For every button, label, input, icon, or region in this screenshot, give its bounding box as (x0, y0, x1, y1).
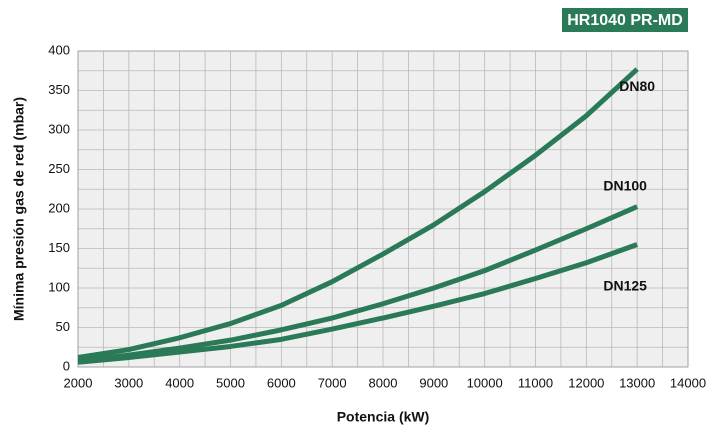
series-label: DN80 (619, 78, 655, 94)
x-tick-label: 7000 (318, 375, 347, 390)
y-tick-label: 50 (56, 319, 70, 334)
y-tick-label: 200 (48, 200, 70, 215)
y-axis-label: Mínima presión gas de red (mbar) (11, 97, 27, 321)
y-tick-label: 300 (48, 121, 70, 136)
y-tick-label: 150 (48, 240, 70, 255)
x-tick-label: 14000 (670, 375, 706, 390)
plot-border (77, 50, 689, 368)
x-tick-label: 13000 (619, 375, 655, 390)
y-tick-label: 250 (48, 161, 70, 176)
x-tick-label: 4000 (165, 375, 194, 390)
x-tick-label: 5000 (216, 375, 245, 390)
series-line (77, 242, 639, 365)
x-tick-label: 2000 (64, 375, 93, 390)
x-tick-label: 11000 (518, 375, 553, 390)
x-tick-label: 8000 (369, 375, 398, 390)
chart-title: HR1040 PR-MD (567, 12, 683, 29)
series-label: DN125 (603, 277, 647, 293)
x-axis-label: Potencia (kW) (337, 409, 430, 425)
x-tick-label: 6000 (267, 375, 296, 390)
y-tick-label: 350 (48, 82, 70, 97)
y-tick-label: 0 (63, 358, 70, 373)
x-tick-label: 12000 (568, 375, 604, 390)
series-label: DN100 (603, 177, 647, 193)
y-tick-label: 100 (48, 279, 70, 294)
x-tick-label: 3000 (114, 375, 143, 390)
series-line (77, 204, 639, 364)
series-line (77, 67, 639, 360)
y-tick-label: 400 (48, 42, 70, 57)
x-tick-label: 9000 (419, 375, 448, 390)
title-badge (562, 8, 688, 32)
x-tick-label: 10000 (467, 375, 503, 390)
